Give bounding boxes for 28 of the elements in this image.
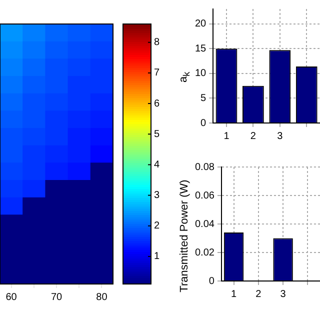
color-bar-label: 6 — [154, 98, 160, 110]
y-tick-label: 0.04 — [194, 218, 215, 230]
color-bar-label: 4 — [154, 159, 160, 170]
y-tick-label: 0.08 — [194, 162, 215, 173]
color-bar-label: 7 — [154, 68, 160, 79]
x-tick-label: 3 — [277, 130, 284, 142]
x-tick-label: 2 — [250, 130, 256, 142]
x-tick-label: 80 — [96, 292, 108, 303]
x-tick-label: 2 — [256, 288, 262, 300]
color-bar-label: 8 — [154, 37, 160, 48]
y-tick-label: 10 — [195, 68, 207, 80]
x-tick-label: 70 — [50, 292, 62, 303]
x-tick-label: 1 — [231, 288, 237, 300]
y-tick-label: 15 — [195, 43, 207, 54]
y-tick-label: 20 — [195, 18, 207, 30]
y-tick-label: 0 — [208, 276, 215, 287]
x-tick-label: 1 — [224, 130, 230, 142]
color-bar-label: 3 — [154, 190, 160, 202]
y-tick-label: 5 — [200, 92, 207, 104]
x-tick-label: 3 — [280, 288, 286, 300]
color-bar-label: 1 — [154, 251, 160, 262]
x-tick-label: 60 — [6, 292, 18, 303]
y-tick-label: 0.02 — [194, 247, 215, 258]
y-axis-title: Transmitted Power (W) — [178, 179, 190, 292]
color-bar-label: 5 — [154, 128, 160, 140]
y-tick-label: 0.06 — [194, 190, 215, 202]
color-bar-label: 2 — [154, 220, 160, 232]
y-tick-label: 0 — [200, 118, 207, 129]
